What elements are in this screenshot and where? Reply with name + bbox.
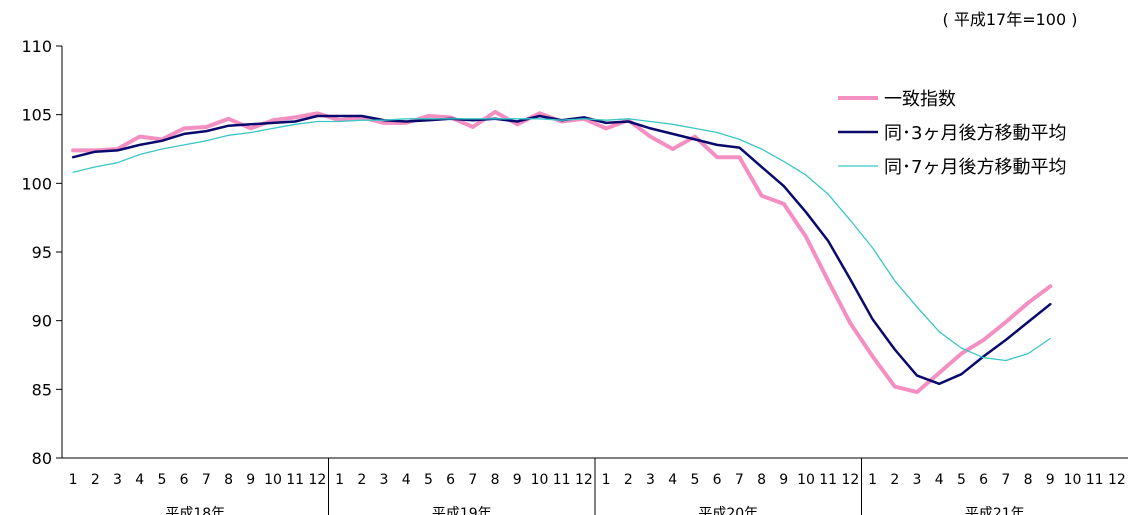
x-month-label: 7 (202, 472, 211, 488)
x-month-label: 6 (446, 472, 455, 488)
x-month-label: 4 (402, 472, 411, 488)
x-month-label: 9 (1046, 472, 1055, 488)
x-month-label: 5 (957, 472, 966, 488)
x-month-label: 12 (1108, 472, 1126, 488)
x-month-label: 10 (797, 472, 815, 488)
x-month-label: 12 (841, 472, 859, 488)
x-month-label: 8 (224, 472, 233, 488)
x-year-label: 平成21年 (965, 506, 1025, 515)
x-month-label: 11 (553, 472, 571, 488)
y-tick-label: 100 (21, 174, 52, 193)
x-month-label: 7 (735, 472, 744, 488)
y-tick-label: 80 (32, 449, 52, 468)
x-month-label: 12 (308, 472, 326, 488)
x-month-label: 7 (468, 472, 477, 488)
axes (56, 45, 1128, 515)
x-month-label: 2 (357, 472, 366, 488)
x-month-label: 10 (531, 472, 549, 488)
x-year-label: 平成19年 (432, 506, 492, 515)
x-month-label: 2 (624, 472, 633, 488)
x-month-label: 2 (890, 472, 899, 488)
x-month-label: 7 (1001, 472, 1010, 488)
series-line-coincident-index (71, 109, 1053, 395)
x-month-label: 3 (913, 472, 922, 488)
y-tick-label: 105 (21, 106, 52, 125)
x-month-label: 12 (575, 472, 593, 488)
x-month-label: 3 (113, 472, 122, 488)
x-month-label: 5 (157, 472, 166, 488)
x-month-label: 9 (246, 472, 255, 488)
x-month-label: 3 (380, 472, 389, 488)
x-month-label: 1 (868, 472, 877, 488)
series-line-7m-avg (72, 118, 1051, 362)
x-month-label: 4 (935, 472, 944, 488)
legend-label-3m-avg: 同･3ヶ月後方移動平均 (884, 123, 1066, 144)
x-month-label: 10 (1064, 472, 1082, 488)
y-tick-label: 95 (32, 243, 52, 262)
x-month-label: 6 (713, 472, 722, 488)
x-month-label: 11 (286, 472, 304, 488)
x-month-label: 11 (819, 472, 837, 488)
x-month-label: 1 (69, 472, 78, 488)
x-month-label: 9 (513, 472, 522, 488)
x-month-label: 8 (757, 472, 766, 488)
x-month-label: 5 (424, 472, 433, 488)
y-tick-label: 85 (32, 380, 52, 399)
x-year-label: 平成20年 (698, 506, 758, 515)
legend-label-coincident-index: 一致指数 (884, 89, 956, 110)
x-month-label: 1 (602, 472, 611, 488)
x-month-label: 6 (180, 472, 189, 488)
x-month-label: 5 (690, 472, 699, 488)
x-month-label: 3 (646, 472, 655, 488)
x-month-label: 8 (491, 472, 500, 488)
x-month-label: 4 (135, 472, 144, 488)
x-month-label: 8 (1024, 472, 1033, 488)
y-tick-label: 110 (21, 37, 52, 56)
x-year-label: 平成18年 (165, 506, 225, 515)
x-month-label: 1 (335, 472, 344, 488)
legend: 一致指数 同･3ヶ月後方移動平均 同･7ヶ月後方移動平均 (838, 89, 1066, 178)
y-tick-label: 90 (32, 312, 52, 331)
x-month-label: 4 (668, 472, 677, 488)
x-month-label: 2 (91, 472, 100, 488)
legend-label-7m-avg: 同･7ヶ月後方移動平均 (884, 157, 1066, 178)
x-month-label: 9 (779, 472, 788, 488)
base-year-note: ( 平成17年=100 ) (943, 10, 1078, 29)
y-tick-labels: 80 85 90 95 100 105 110 (21, 37, 52, 468)
series-lines (71, 109, 1053, 395)
x-month-label: 11 (1086, 472, 1104, 488)
x-month-label: 6 (979, 472, 988, 488)
x-month-label: 10 (264, 472, 282, 488)
